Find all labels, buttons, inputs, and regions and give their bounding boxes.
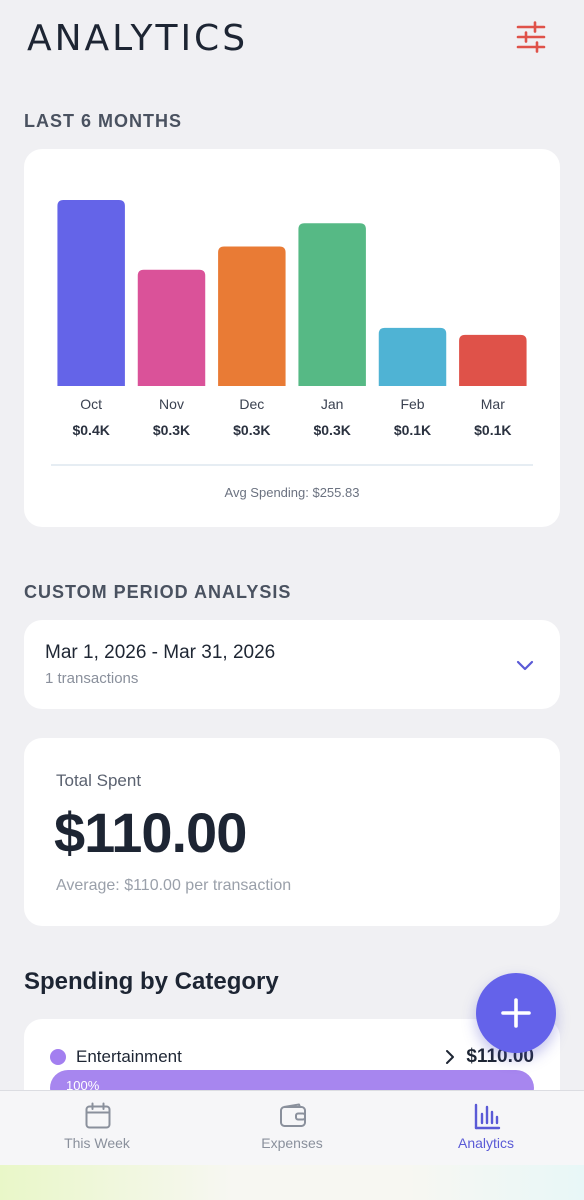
chart-category-label: Oct xyxy=(80,396,102,412)
period-range: Mar 1, 2026 - Mar 31, 2026 xyxy=(45,642,276,663)
chart-bar-nov xyxy=(137,269,206,386)
tab-label-expenses: Expenses xyxy=(261,1135,323,1151)
wallet-icon xyxy=(280,1103,306,1127)
total-spent-label: Total Spent xyxy=(56,771,142,790)
monthly-bar-chart: Oct $0.4K Nov $0.3K Dec $0.3K Jan $0.3K Feb $0.1K… xyxy=(51,200,533,500)
transaction-count: 1 transactions xyxy=(45,670,139,687)
page-title: ANALYTICS xyxy=(27,18,249,59)
average-spending-label: Avg Spending: $255.83 xyxy=(225,485,360,500)
plus-icon xyxy=(501,998,531,1028)
chevron-right-icon xyxy=(446,1050,454,1064)
tab-expenses[interactable]: Expenses xyxy=(195,1091,389,1171)
period-selector[interactable]: Mar 1, 2026 - Mar 31, 2026 1 transaction… xyxy=(24,620,560,709)
section-heading-custom-period: CUSTOM PERIOD ANALYSIS xyxy=(24,582,292,602)
chart-value-label: $0.3K xyxy=(153,422,190,438)
total-spent-value: $110.00 xyxy=(54,801,247,864)
category-name: Entertainment xyxy=(76,1047,182,1066)
chart-value-label: $0.4K xyxy=(72,422,109,438)
section-heading-spending-by-category: Spending by Category xyxy=(24,968,279,995)
filter-button[interactable] xyxy=(512,18,550,56)
chart-category-label: Dec xyxy=(239,396,264,412)
chart-value-label: $0.1K xyxy=(474,422,511,438)
average-per-transaction: Average: $110.00 per transaction xyxy=(56,877,292,894)
tab-label-analytics: Analytics xyxy=(457,1135,515,1151)
chart-value-label: $0.3K xyxy=(233,422,270,438)
chart-category-label: Jan xyxy=(321,396,344,412)
calendar-icon xyxy=(85,1102,111,1129)
chart-category-label: Feb xyxy=(400,396,424,412)
monthly-chart-card: Oct $0.4K Nov $0.3K Dec $0.3K Jan $0.3K Feb $0.1K… xyxy=(24,149,560,527)
chart-bar-feb xyxy=(378,327,447,386)
add-expense-button[interactable] xyxy=(476,973,556,1053)
home-indicator-area xyxy=(0,1165,584,1200)
chart-category-label: Nov xyxy=(159,396,184,412)
chart-bar-oct xyxy=(57,200,125,386)
total-spent-card: Total Spent $110.00 Average: $110.00 per… xyxy=(24,738,560,926)
bar-chart-icon xyxy=(474,1103,501,1130)
sliders-icon xyxy=(516,21,546,53)
chart-category-label: Mar xyxy=(481,396,505,412)
chart-bar-dec xyxy=(218,246,286,386)
chevron-down-icon xyxy=(516,660,534,671)
app-header: ANALYTICS xyxy=(0,0,584,80)
chart-value-label: $0.3K xyxy=(313,422,350,438)
chart-bar-jan xyxy=(298,223,366,386)
category-percent: 100% xyxy=(66,1078,100,1093)
tab-this-week[interactable]: This Week xyxy=(0,1091,194,1171)
tab-label-this-week: This Week xyxy=(64,1135,130,1151)
tab-analytics[interactable]: Analytics xyxy=(389,1091,583,1171)
category-color-dot xyxy=(50,1049,66,1065)
chart-value-label: $0.1K xyxy=(394,422,431,438)
section-heading-last-six-months: LAST 6 MONTHS xyxy=(24,111,183,131)
chart-bar-mar xyxy=(459,334,527,386)
